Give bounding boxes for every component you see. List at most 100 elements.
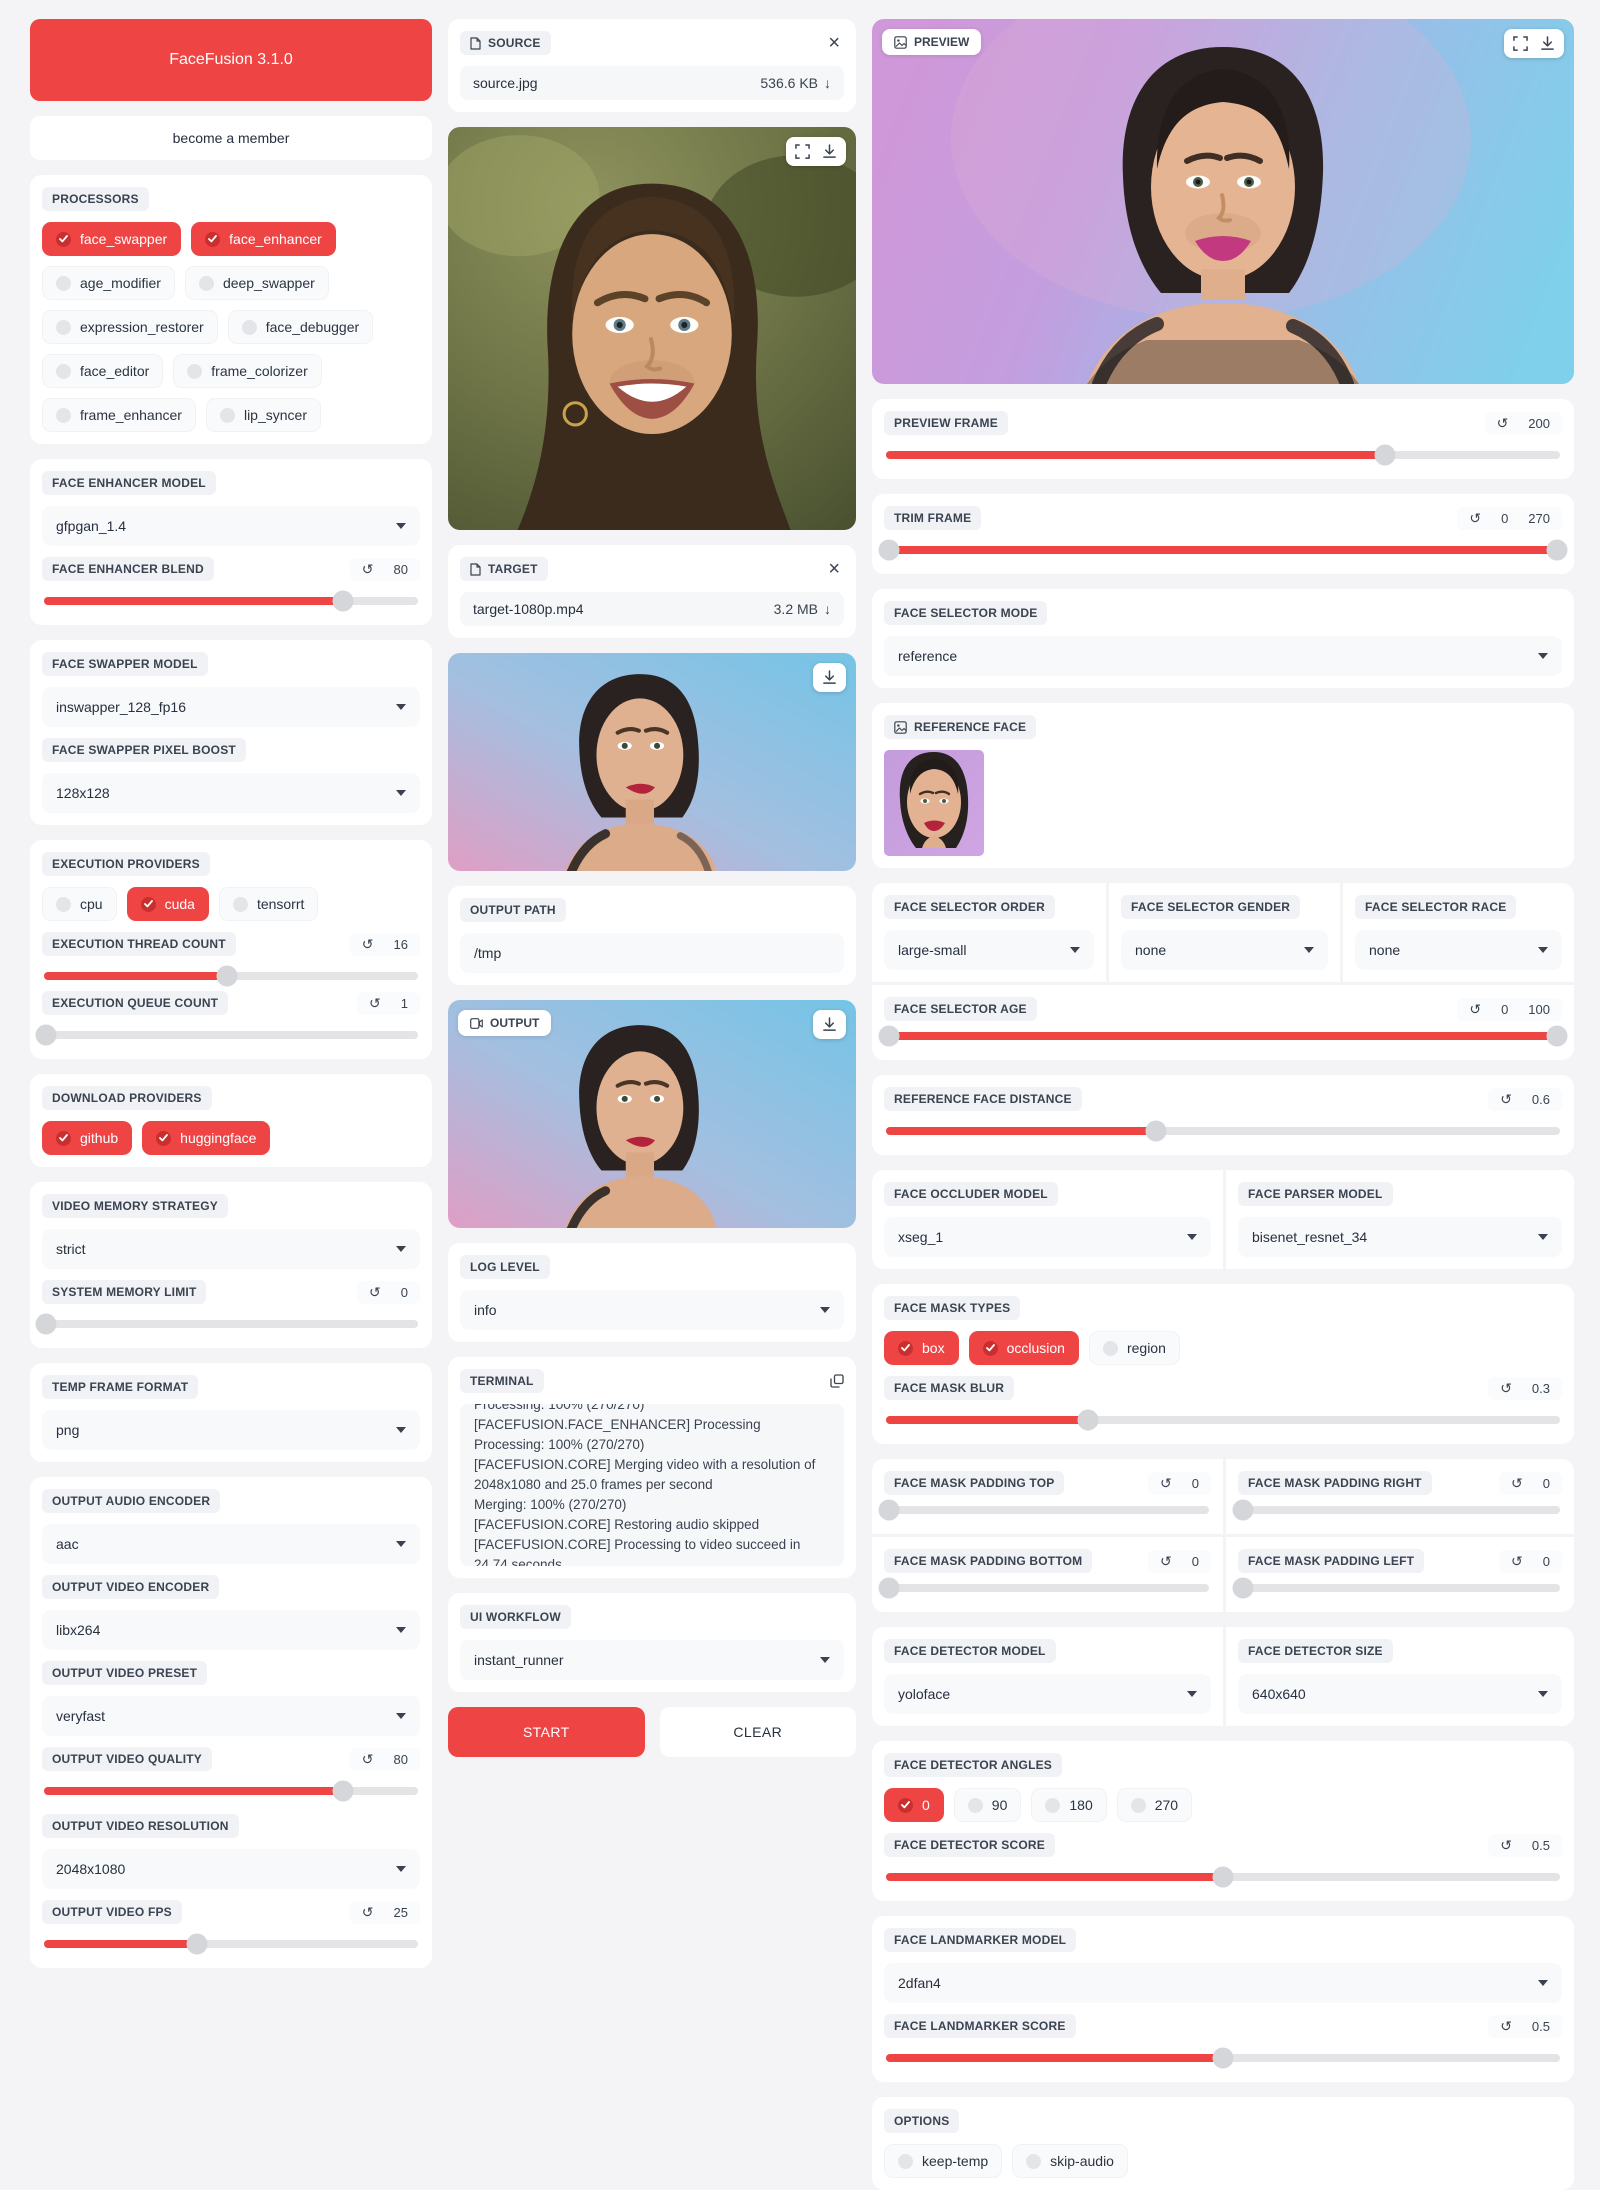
face-detector-model-dropdown[interactable]: yoloface: [884, 1674, 1211, 1714]
face-detector-score-slider[interactable]: [886, 1866, 1560, 1888]
face-swapper-model-dropdown[interactable]: inswapper_128_fp16: [42, 687, 420, 727]
memory-limit-slider[interactable]: [35, 1313, 418, 1335]
face-occluder-model-dropdown[interactable]: xseg_1: [884, 1217, 1211, 1257]
video-fps-slider[interactable]: [44, 1933, 418, 1955]
slider-handle[interactable]: [1212, 1866, 1234, 1888]
face-selector-gender-dropdown[interactable]: none: [1121, 930, 1328, 970]
download-icon[interactable]: [1540, 36, 1555, 51]
source-download-link[interactable]: 536.6 KB ↓: [760, 75, 831, 91]
face-selector-race-dropdown[interactable]: none: [1355, 930, 1562, 970]
provider-cuda[interactable]: cuda: [126, 887, 209, 921]
face-selector-age-slider[interactable]: [878, 1025, 1568, 1047]
reset-icon[interactable]: ↺: [1511, 1553, 1523, 1569]
slider-handle[interactable]: [35, 1024, 57, 1046]
download-icon[interactable]: [822, 1017, 837, 1032]
slider-handle-start[interactable]: [878, 539, 900, 561]
padding-left-slider[interactable]: [1232, 1577, 1560, 1599]
slider-handle[interactable]: [1145, 1120, 1167, 1142]
face-landmarker-model-dropdown[interactable]: 2dfan4: [884, 1963, 1562, 2003]
become-member-button[interactable]: become a member: [30, 116, 432, 160]
reset-icon[interactable]: ↺: [369, 1284, 381, 1300]
padding-right-slider[interactable]: [1232, 1499, 1560, 1521]
download-icon[interactable]: [822, 670, 837, 685]
reset-icon[interactable]: ↺: [1160, 1553, 1172, 1569]
provider-tensorrt[interactable]: tensorrt: [218, 887, 319, 921]
processor-face-editor[interactable]: face_editor: [42, 354, 164, 388]
angle-90[interactable]: 90: [953, 1788, 1022, 1822]
reset-icon[interactable]: ↺: [361, 936, 374, 952]
slider-handle-start[interactable]: [878, 1025, 900, 1047]
fullscreen-icon[interactable]: [795, 144, 810, 159]
angle-0[interactable]: 0: [884, 1788, 944, 1822]
reset-icon[interactable]: ↺: [361, 1751, 374, 1767]
temp-frame-format-dropdown[interactable]: png: [42, 1410, 420, 1450]
processor-lip-syncer[interactable]: lip_syncer: [205, 398, 321, 432]
reset-icon[interactable]: ↺: [369, 995, 381, 1011]
close-icon[interactable]: ×: [828, 558, 840, 580]
reset-icon[interactable]: ↺: [1500, 1837, 1512, 1853]
log-level-dropdown[interactable]: info: [460, 1290, 844, 1330]
processor-face-swapper[interactable]: face_swapper: [42, 222, 182, 256]
face-mask-blur-slider[interactable]: [886, 1409, 1560, 1431]
mask-type-box[interactable]: box: [884, 1331, 959, 1365]
slider-handle[interactable]: [1212, 2047, 1234, 2069]
angle-270[interactable]: 270: [1116, 1788, 1193, 1822]
reset-icon[interactable]: ↺: [1511, 1475, 1523, 1491]
slider-handle[interactable]: [186, 1933, 208, 1955]
ui-workflow-dropdown[interactable]: instant_runner: [460, 1640, 844, 1680]
reset-icon[interactable]: ↺: [361, 561, 374, 577]
reset-icon[interactable]: ↺: [1469, 510, 1482, 526]
copy-icon[interactable]: [830, 1374, 844, 1388]
processor-age-modifier[interactable]: age_modifier: [42, 266, 175, 300]
slider-handle[interactable]: [1232, 1577, 1254, 1599]
slider-handle[interactable]: [1077, 1409, 1099, 1431]
memory-strategy-dropdown[interactable]: strict: [42, 1229, 420, 1269]
close-icon[interactable]: ×: [828, 32, 840, 54]
slider-handle[interactable]: [35, 1313, 57, 1335]
face-selector-order-dropdown[interactable]: large-small: [884, 930, 1094, 970]
processor-expression-restorer[interactable]: expression_restorer: [42, 310, 218, 344]
audio-encoder-dropdown[interactable]: aac: [42, 1524, 420, 1564]
slider-handle[interactable]: [878, 1499, 900, 1521]
face-landmarker-score-slider[interactable]: [886, 2047, 1560, 2069]
processor-face-debugger[interactable]: face_debugger: [227, 310, 374, 344]
processor-frame-colorizer[interactable]: frame_colorizer: [173, 354, 322, 388]
processor-face-enhancer[interactable]: face_enhancer: [191, 222, 336, 256]
processor-frame-enhancer[interactable]: frame_enhancer: [42, 398, 196, 432]
face-selector-mode-dropdown[interactable]: reference: [884, 636, 1562, 676]
slider-handle-end[interactable]: [1546, 1025, 1568, 1047]
option-skip-audio[interactable]: skip-audio: [1012, 2144, 1128, 2178]
download-huggingface[interactable]: huggingface: [142, 1121, 271, 1155]
pixel-boost-dropdown[interactable]: 128x128: [42, 773, 420, 813]
slider-handle[interactable]: [878, 1577, 900, 1599]
reset-icon[interactable]: ↺: [1500, 1091, 1512, 1107]
reset-icon[interactable]: ↺: [1500, 1380, 1512, 1396]
processor-deep-swapper[interactable]: deep_swapper: [184, 266, 329, 300]
queue-count-slider[interactable]: [35, 1024, 418, 1046]
video-quality-slider[interactable]: [44, 1780, 418, 1802]
fullscreen-icon[interactable]: [1513, 36, 1528, 51]
face-enhancer-blend-slider[interactable]: [44, 590, 418, 612]
video-encoder-dropdown[interactable]: libx264: [42, 1610, 420, 1650]
mask-type-region[interactable]: region: [1088, 1331, 1180, 1365]
target-download-link[interactable]: 3.2 MB ↓: [774, 601, 831, 617]
reference-face-distance-slider[interactable]: [886, 1120, 1560, 1142]
reset-icon[interactable]: ↺: [1500, 2018, 1512, 2034]
download-github[interactable]: github: [42, 1121, 133, 1155]
video-preset-dropdown[interactable]: veryfast: [42, 1696, 420, 1736]
start-button[interactable]: START: [448, 1707, 645, 1757]
slider-handle-end[interactable]: [1546, 539, 1568, 561]
provider-cpu[interactable]: cpu: [42, 887, 117, 921]
padding-top-slider[interactable]: [878, 1499, 1209, 1521]
thread-count-slider[interactable]: [44, 965, 418, 987]
slider-handle[interactable]: [332, 590, 354, 612]
mask-type-occlusion[interactable]: occlusion: [968, 1331, 1079, 1365]
video-resolution-dropdown[interactable]: 2048x1080: [42, 1849, 420, 1889]
preview-frame-slider[interactable]: [886, 444, 1560, 466]
reset-icon[interactable]: ↺: [1496, 415, 1509, 431]
download-icon[interactable]: [822, 144, 837, 159]
slider-handle[interactable]: [1374, 444, 1396, 466]
reset-icon[interactable]: ↺: [1469, 1001, 1482, 1017]
slider-handle[interactable]: [1232, 1499, 1254, 1521]
face-parser-model-dropdown[interactable]: bisenet_resnet_34: [1238, 1217, 1562, 1257]
